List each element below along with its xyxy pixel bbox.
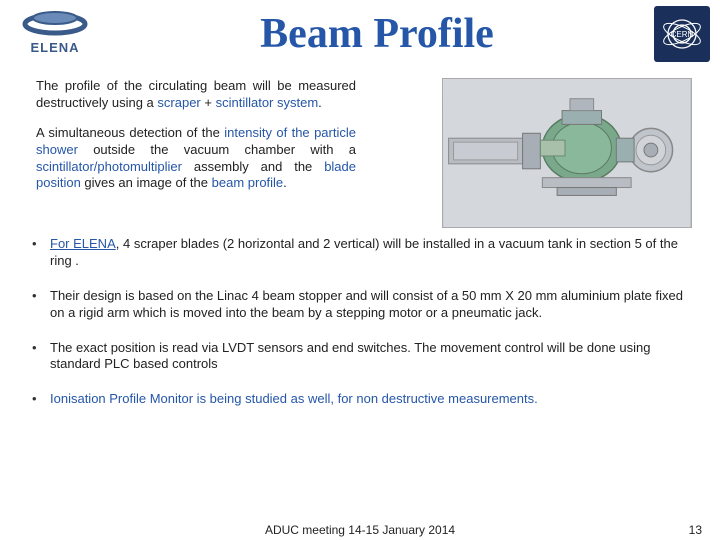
bullet-item: • For ELENA, 4 scraper blades (2 horizon…	[32, 236, 688, 270]
footer-meeting: ADUC meeting 14-15 January 2014	[265, 523, 455, 537]
page-number: 13	[689, 523, 702, 537]
bullet-text: Their design is based on the Linac 4 bea…	[50, 288, 688, 322]
device-figure	[442, 78, 692, 228]
bullet-text: Ionisation Profile Monitor is being stud…	[50, 391, 538, 406]
bullet-lead: For ELENA	[50, 236, 116, 251]
elena-logo-text: ELENA	[30, 40, 79, 55]
bullet-text: , 4 scraper blades (2 horizontal and 2 v…	[50, 236, 678, 268]
cern-logo: CERN	[654, 6, 710, 62]
paragraph-1: The profile of the circulating beam will…	[36, 78, 356, 111]
cern-text: CERN	[671, 30, 694, 39]
paragraph-2: A simultaneous detection of the intensit…	[36, 125, 356, 192]
bullet-item: • Their design is based on the Linac 4 b…	[32, 288, 688, 322]
elena-logo: ELENA	[10, 6, 100, 55]
bullet-text: The exact position is read via LVDT sens…	[50, 340, 688, 374]
bullet-list: • For ELENA, 4 scraper blades (2 horizon…	[0, 228, 720, 408]
bullet-item: • The exact position is read via LVDT se…	[32, 340, 688, 374]
elena-logo-icon	[20, 6, 90, 38]
intro-text: The profile of the circulating beam will…	[36, 78, 430, 228]
slide-title: Beam Profile	[100, 10, 654, 58]
upper-section: The profile of the circulating beam will…	[0, 78, 720, 228]
bullet-item: • Ionisation Profile Monitor is being st…	[32, 391, 688, 408]
bullet-dot-icon: •	[32, 340, 50, 374]
header: ELENA Beam Profile CERN	[0, 0, 720, 78]
bullet-dot-icon: •	[32, 236, 50, 270]
bullet-dot-icon: •	[32, 288, 50, 322]
bullet-dot-icon: •	[32, 391, 50, 408]
